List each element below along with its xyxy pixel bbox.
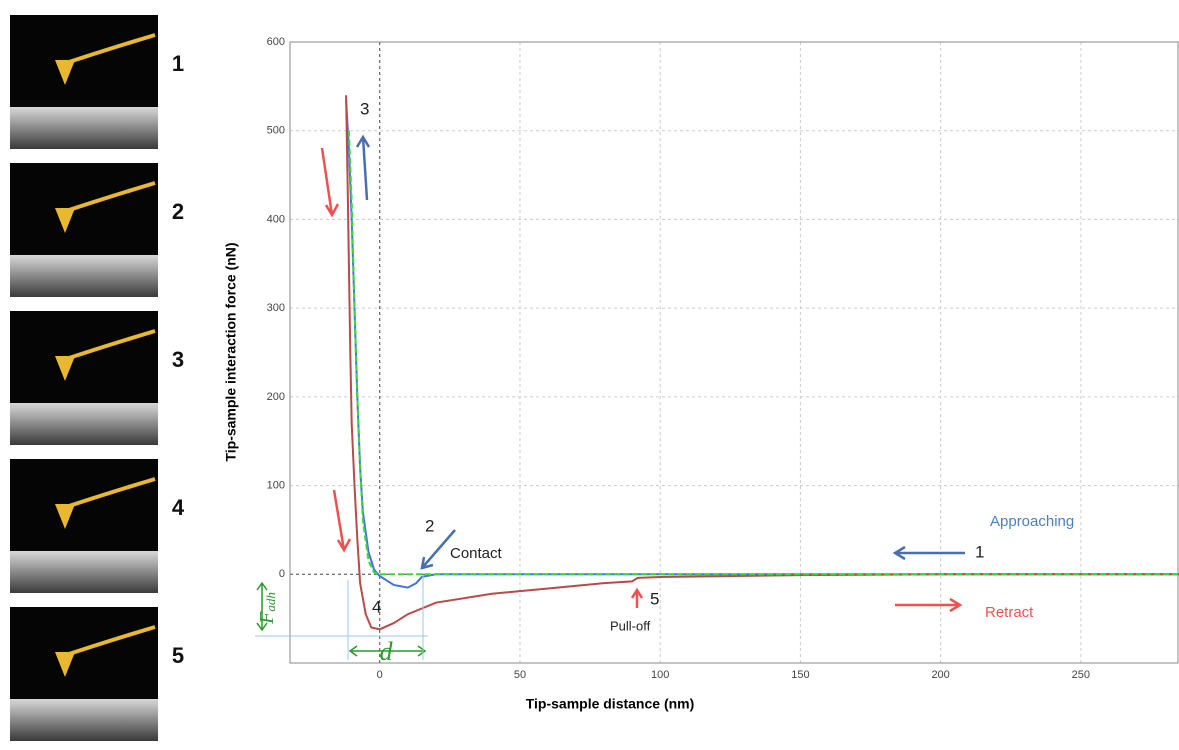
panel-label: 1: [172, 51, 184, 76]
tip: [55, 208, 75, 233]
panel-label: 2: [172, 199, 184, 224]
panel-surface: [10, 551, 158, 593]
y-tick-label: 200: [267, 391, 285, 403]
tip: [55, 356, 75, 381]
annotation: 3: [360, 99, 369, 118]
panel-label: 5: [172, 643, 184, 668]
tip: [55, 504, 75, 529]
guide-line: [255, 575, 428, 660]
panel-surface: [10, 107, 158, 149]
x-tick-label: 0: [377, 669, 383, 681]
panel-surface: [10, 403, 158, 445]
annotation: Pull-off: [610, 618, 651, 633]
annotation: 5: [650, 589, 659, 608]
panel-dark: [10, 311, 158, 403]
plot-frame: [289, 41, 1179, 664]
annotation: Fadh: [256, 592, 278, 625]
annotation: 1: [975, 542, 984, 561]
x-tick-label: 150: [791, 669, 809, 681]
x-tick-label: 100: [651, 669, 669, 681]
panel-surface: [10, 255, 158, 297]
legend-label: Retract: [985, 604, 1034, 621]
arrow: [895, 597, 963, 613]
tip: [55, 652, 75, 677]
arrow: [332, 489, 352, 553]
arrow: [320, 147, 340, 218]
annotation: 2: [425, 516, 434, 535]
y-tick-label: 400: [267, 213, 285, 225]
panel-label: 4: [172, 495, 185, 520]
arrow: [892, 545, 965, 561]
y-tick-label: 500: [267, 125, 285, 137]
arrow: [348, 645, 427, 657]
annotation: 4: [372, 597, 381, 616]
y-tick-label: 300: [267, 302, 285, 314]
annotation: adh: [263, 592, 278, 612]
annotations: 3 2 Contact 1 4 5 Pull-off Approaching R…: [256, 99, 1075, 665]
series-line: [345, 95, 1179, 631]
arrow: [355, 134, 371, 201]
panel-dark: [10, 163, 158, 255]
plot: 0 100 200 300 400 500 600 0 50 100 150 200 250: [267, 36, 1179, 681]
tip: [55, 60, 75, 85]
panel-label: 3: [172, 347, 184, 372]
panel-strip: 1 2 3 4 5: [10, 15, 185, 741]
y-tick-label: 0: [279, 568, 285, 580]
x-tick-label: 200: [931, 669, 949, 681]
annotation: Contact: [450, 545, 503, 562]
y-axis-label: Tip-sample interaction force (nN): [223, 242, 239, 461]
annotation: F: [256, 611, 278, 625]
legend-label: Approaching: [990, 513, 1074, 530]
arrow: [630, 587, 644, 608]
arrow: [420, 529, 456, 570]
panel-dark: [10, 459, 158, 551]
x-tick-label: 250: [1072, 669, 1090, 681]
y-tick-label: 600: [267, 36, 285, 48]
x-tick-label: 50: [514, 669, 526, 681]
arrow: [256, 581, 268, 632]
arrows: [255, 134, 965, 660]
panel-surface: [10, 699, 158, 741]
x-axis-label: Tip-sample distance (nm): [526, 696, 695, 712]
y-tick-label: 100: [267, 479, 285, 491]
panel-dark: [10, 607, 158, 699]
panel-dark: [10, 15, 158, 107]
series-line: [347, 130, 1179, 576]
